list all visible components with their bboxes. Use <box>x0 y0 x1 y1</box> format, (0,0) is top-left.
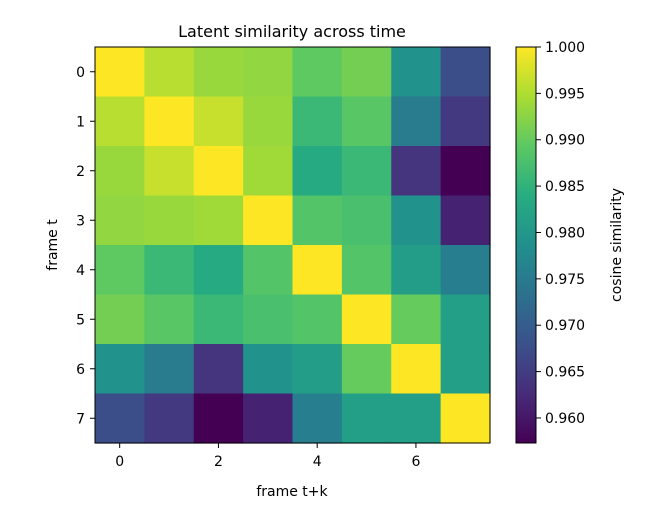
y-tick-label: 0 <box>76 65 85 81</box>
heatmap-cell <box>292 146 343 197</box>
heatmap-cell <box>243 47 294 98</box>
heatmap-cell <box>341 96 392 147</box>
y-axis-label: frame t <box>45 219 61 271</box>
heatmap-cell <box>144 294 195 345</box>
heatmap-cell <box>391 294 442 345</box>
heatmap-cell <box>95 393 145 444</box>
heatmap-cell <box>144 393 195 444</box>
heatmap-cell <box>292 195 343 246</box>
heatmap-cell <box>341 393 392 444</box>
y-tick-label: 5 <box>76 312 85 328</box>
heatmap-cell <box>144 344 195 395</box>
colorbar-label: cosine similarity <box>609 188 625 302</box>
plot-frame <box>94 46 491 444</box>
heatmap-cell <box>341 47 392 98</box>
x-tick-label: 6 <box>411 454 420 470</box>
heatmap-cell <box>243 146 294 197</box>
colorbar-tick-label: 0.990 <box>545 133 585 149</box>
x-tick-label: 0 <box>115 454 124 470</box>
heatmap-cell <box>95 245 145 296</box>
heatmap-cell <box>243 294 294 345</box>
heatmap-cell <box>144 195 195 246</box>
heatmap-cell <box>144 146 195 197</box>
heatmap-cell <box>341 294 392 345</box>
heatmap-cell <box>193 47 244 98</box>
y-tick-label: 1 <box>76 114 85 130</box>
heatmap-cell <box>243 245 294 296</box>
heatmap-cell <box>193 344 244 395</box>
x-tick-label: 4 <box>313 454 322 470</box>
heatmap-cell <box>440 344 491 395</box>
colorbar-tick-label: 0.975 <box>545 272 585 288</box>
heatmap-cell <box>292 47 343 98</box>
colorbar-tick-label: 1.000 <box>545 40 585 56</box>
colorbar-tick-label: 0.970 <box>545 318 585 334</box>
heatmap-cell <box>193 146 244 197</box>
y-tick-label: 6 <box>76 362 85 378</box>
heatmap-cell <box>292 344 343 395</box>
heatmap-cell <box>341 245 392 296</box>
heatmap-cell <box>95 344 145 395</box>
colorbar <box>515 46 537 444</box>
x-axis-label: frame t+k <box>256 484 328 500</box>
heatmap-cell <box>440 393 491 444</box>
colorbar-tick-label: 0.980 <box>545 225 585 241</box>
y-axis-ticks: 0 1 2 3 4 5 6 7 <box>76 65 95 427</box>
heatmap-cell <box>341 344 392 395</box>
heatmap-cell <box>440 47 491 98</box>
heatmap-cell <box>391 146 442 197</box>
y-tick-label: 4 <box>76 263 85 279</box>
heatmap-cell <box>193 245 244 296</box>
y-tick-label: 7 <box>76 411 85 427</box>
heatmap-cell <box>391 96 442 147</box>
y-tick-label: 3 <box>76 213 85 229</box>
heatmap-cell <box>440 146 491 197</box>
heatmap-cell <box>391 245 442 296</box>
heatmap-cell <box>341 146 392 197</box>
heatmap-cell <box>95 195 145 246</box>
heatmap-cell <box>95 47 145 98</box>
heatmap-cell <box>391 195 442 246</box>
heatmap-cell <box>440 245 491 296</box>
heatmap-cell <box>243 195 294 246</box>
heatmap-cell <box>341 195 392 246</box>
heatmap-cell <box>440 96 491 147</box>
colorbar-tick-label: 0.985 <box>545 179 585 195</box>
heatmap-cell <box>292 393 343 444</box>
colorbar-tick-label: 0.995 <box>545 86 585 102</box>
heatmap-cell <box>243 344 294 395</box>
colorbar-tick-label: 0.965 <box>545 365 585 381</box>
heatmap-cell <box>193 294 244 345</box>
heatmap-cell <box>391 393 442 444</box>
heatmap-cell <box>440 195 491 246</box>
heatmap-cell <box>144 245 195 296</box>
heatmap-cell <box>193 393 244 444</box>
heatmap-cell <box>440 294 491 345</box>
heatmap-cell <box>243 393 294 444</box>
heatmap-cell <box>144 96 195 147</box>
heatmap-cell <box>292 245 343 296</box>
y-tick-label: 2 <box>76 164 85 180</box>
heatmap-cell <box>391 47 442 98</box>
heatmap-cell <box>292 96 343 147</box>
heatmap-cell <box>95 96 145 147</box>
heatmap-cell <box>144 47 195 98</box>
heatmap-cell <box>95 146 145 197</box>
colorbar-tick-label: 0.960 <box>545 411 585 427</box>
heatmap-cell <box>292 294 343 345</box>
x-tick-label: 2 <box>214 454 223 470</box>
heatmap-cell <box>391 344 442 395</box>
heatmap-cells <box>95 47 491 444</box>
heatmap-cell <box>243 96 294 147</box>
heatmap-cell <box>193 195 244 246</box>
heatmap-cell <box>193 96 244 147</box>
heatmap-cell <box>95 294 145 345</box>
x-axis-ticks: 0 2 4 6 <box>115 443 420 470</box>
colorbar-ticks: 0.960 0.965 0.970 0.975 0.980 0.985 0.990 0.995… <box>536 40 585 427</box>
chart-title: Latent similarity across time <box>178 22 406 41</box>
